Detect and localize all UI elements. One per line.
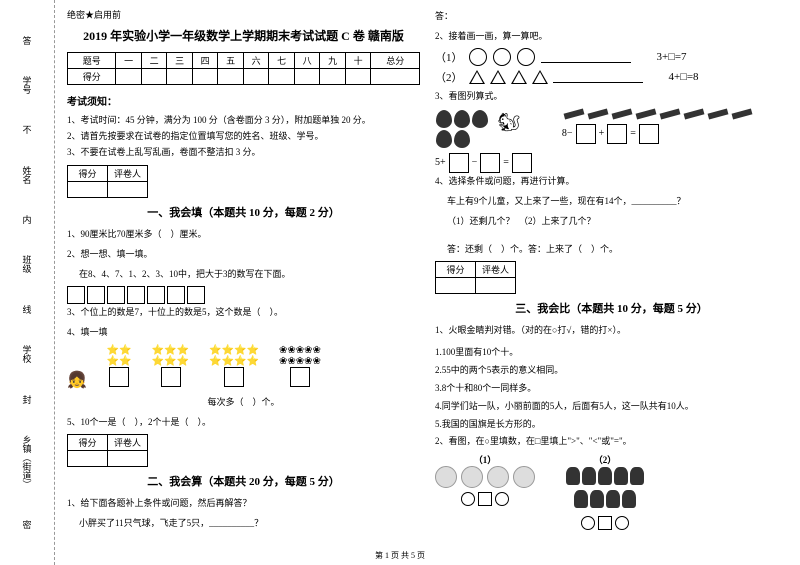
- instructions-head: 考试须知：: [67, 93, 420, 108]
- penguin-group: [565, 466, 645, 512]
- q2-2: 2、接着画一画，算一算吧。: [435, 28, 788, 44]
- right-column: 答： 2、接着画一画，算一算吧。 （1） 3+□=7 （2） 4+□=8 3、看…: [435, 8, 788, 557]
- q1-4: 4、填一填: [67, 324, 420, 340]
- section-2-title: 二、我会算（本题共 20 分，每题 5 分）: [67, 473, 420, 489]
- q2-4b: （1）还剩几个？ （2）上来了几个？: [447, 213, 788, 229]
- section-1-title: 一、我会填（本题共 10 分，每题 2 分）: [67, 204, 420, 220]
- q1-1: 1、90厘米比70厘米多（ ）厘米。: [67, 226, 420, 242]
- q1-2a: 在8、4、7、1、2、3、10中，把大于3的数写在下面。: [79, 266, 420, 282]
- q2-4a: 车上有9个儿童，又上来了一些，现在有14个，__________？: [447, 193, 788, 209]
- carrot-group: [562, 109, 754, 119]
- score-table: 题号一二三四五六七八九十总分 得分: [67, 52, 420, 85]
- q1-2: 2、想一想、填一填。: [67, 246, 420, 262]
- margin-field: 学校: [21, 345, 34, 363]
- margin-hint: 内: [21, 215, 34, 224]
- margin-hint: 线: [21, 305, 34, 314]
- q3-1: 1、火眼金睛判对错。（对的在○打√，错的打×）。: [435, 322, 788, 338]
- confidential-label: 绝密★启用前: [67, 8, 420, 21]
- grader-table: 得分评卷人: [67, 434, 148, 467]
- q1-4a: 每次多（ ）个。: [67, 394, 420, 410]
- q1-5: 5、10个一是（ ），2个十是（ ）。: [67, 414, 420, 430]
- page-content: 绝密★启用前 2019 年实验小学一年级数学上学期期末考试试题 C 卷 赣南版 …: [55, 0, 800, 565]
- binding-margin: 答 学号 不 姓名 内 班级 线 学校 封 乡镇（街道） 密: [0, 0, 55, 565]
- grader-table: 得分评卷人: [67, 165, 148, 198]
- eq-row-2: （2） 4+□=8: [435, 69, 788, 85]
- margin-hint: 答: [21, 36, 34, 45]
- instr-item: 1、考试时间：45 分钟，满分为 100 分（含卷面分 3 分），附加题单独 2…: [67, 112, 420, 128]
- star-figure: 👧 ⭐⭐⭐⭐ ⭐⭐⭐⭐⭐⭐ ⭐⭐⭐⭐⭐⭐⭐⭐ ❀❀❀❀❀❀❀❀❀❀: [67, 345, 420, 390]
- instructions: 1、考试时间：45 分钟，满分为 100 分（含卷面分 3 分），附加题单独 2…: [67, 112, 420, 161]
- section-3-title: 三、我会比（本题共 10 分，每题 5 分）: [435, 300, 788, 316]
- smiley-icon: [469, 48, 487, 66]
- smiley-icon: [493, 48, 511, 66]
- triangle-icon: [532, 70, 548, 84]
- q2-1: 1、给下面各题补上条件或问题，然后再解答？: [67, 495, 420, 511]
- margin-field: 学号: [21, 76, 34, 94]
- answer-boxes: [67, 286, 420, 304]
- animal-group: [435, 466, 535, 488]
- page-footer: 第 1 页 共 5 页: [375, 550, 425, 561]
- margin-hint: 不: [21, 125, 34, 134]
- margin-field: 乡镇（街道）: [21, 435, 34, 489]
- triangle-icon: [490, 70, 506, 84]
- q1-3: 3、个位上的数是7，十位上的数是5，这个数是（ ）。: [67, 304, 420, 320]
- instr-item: 3、不要在试卷上乱写乱画，卷面不整洁扣 3 分。: [67, 144, 420, 160]
- tf-list: 1.100里面有10个十。 2.55中的两个5表示的意义相同。 3.8个十和80…: [435, 343, 788, 433]
- answer-label: 答：: [435, 8, 788, 24]
- margin-hint: 密: [21, 520, 34, 529]
- margin-field: 班级: [21, 255, 34, 273]
- margin-hint: 封: [21, 395, 34, 404]
- instr-item: 2、请首先按要求在试卷的指定位置填写您的姓名、班级、学号。: [67, 128, 420, 144]
- acorn-group: [435, 109, 495, 149]
- triangle-icon: [511, 70, 527, 84]
- left-column: 绝密★启用前 2019 年实验小学一年级数学上学期期末考试试题 C 卷 赣南版 …: [67, 8, 420, 557]
- triangle-icon: [469, 70, 485, 84]
- eq-row-1: （1） 3+□=7: [435, 48, 788, 66]
- q2-4c: 答：还剩（ ）个。答：上来了（ ）个。: [447, 241, 788, 257]
- exam-title: 2019 年实验小学一年级数学上学期期末考试试题 C 卷 赣南版: [67, 27, 420, 44]
- q2-3: 3、看图列算式。: [435, 88, 788, 104]
- q2-1a: 小胖买了11只气球，飞走了5只，__________？: [79, 515, 420, 531]
- q3-2: 2、看图，在○里填数，在□里填上">"、"<"或"="。: [435, 433, 788, 449]
- compare-figures: （1） （2）: [435, 453, 788, 530]
- q2-4: 4、选择条件或问题，再进行计算。: [435, 173, 788, 189]
- grader-table: 得分评卷人: [435, 261, 516, 294]
- margin-field: 姓名: [21, 166, 34, 184]
- picture-math: 🐿 5+−= 8−+=: [435, 109, 788, 173]
- smiley-icon: [517, 48, 535, 66]
